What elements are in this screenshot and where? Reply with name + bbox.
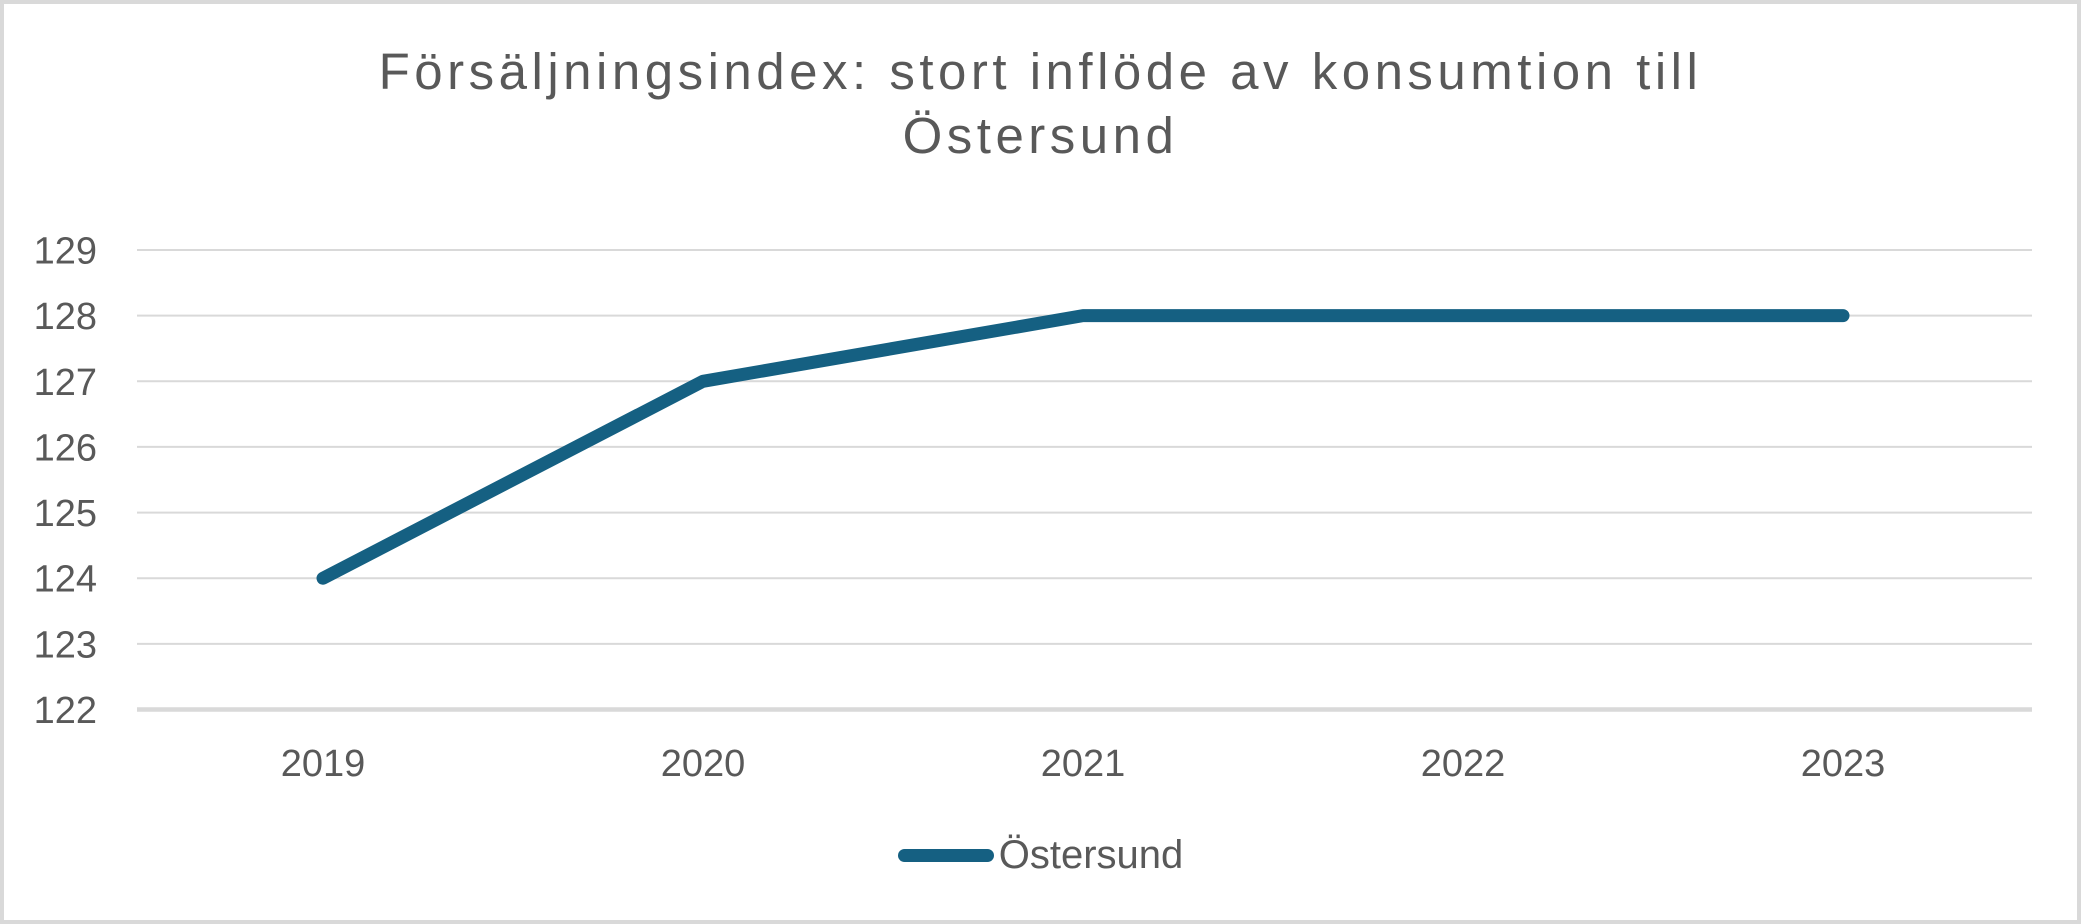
y-tick-label: 126 bbox=[34, 427, 97, 469]
y-tick-label: 123 bbox=[34, 624, 97, 666]
legend-label: Östersund bbox=[998, 833, 1184, 877]
x-tick-label: 2021 bbox=[1041, 743, 1126, 785]
y-tick-label: 127 bbox=[34, 362, 97, 404]
y-tick-label: 128 bbox=[34, 296, 97, 338]
legend: Östersund bbox=[4, 832, 2077, 878]
x-tick-label: 2019 bbox=[281, 743, 366, 785]
chart-title-text: Försäljningsindex: stort inflöde av kons… bbox=[378, 43, 1703, 165]
y-tick-label: 124 bbox=[34, 559, 97, 601]
y-tick-label: 122 bbox=[34, 690, 97, 732]
chart-title: Försäljningsindex: stort inflöde av kons… bbox=[4, 40, 2077, 169]
y-tick-label: 125 bbox=[34, 493, 97, 535]
x-tick-label: 2022 bbox=[1421, 743, 1506, 785]
series-line bbox=[316, 309, 1850, 585]
y-tick-label: 129 bbox=[34, 231, 97, 273]
x-tick-label: 2023 bbox=[1801, 743, 1886, 785]
legend-line-swatch bbox=[897, 848, 994, 862]
plot-area: 122 123 124 125 126 127 128 129 2019 2020 2021 2022… bbox=[34, 231, 2032, 785]
x-tick-label: 2020 bbox=[661, 743, 746, 785]
